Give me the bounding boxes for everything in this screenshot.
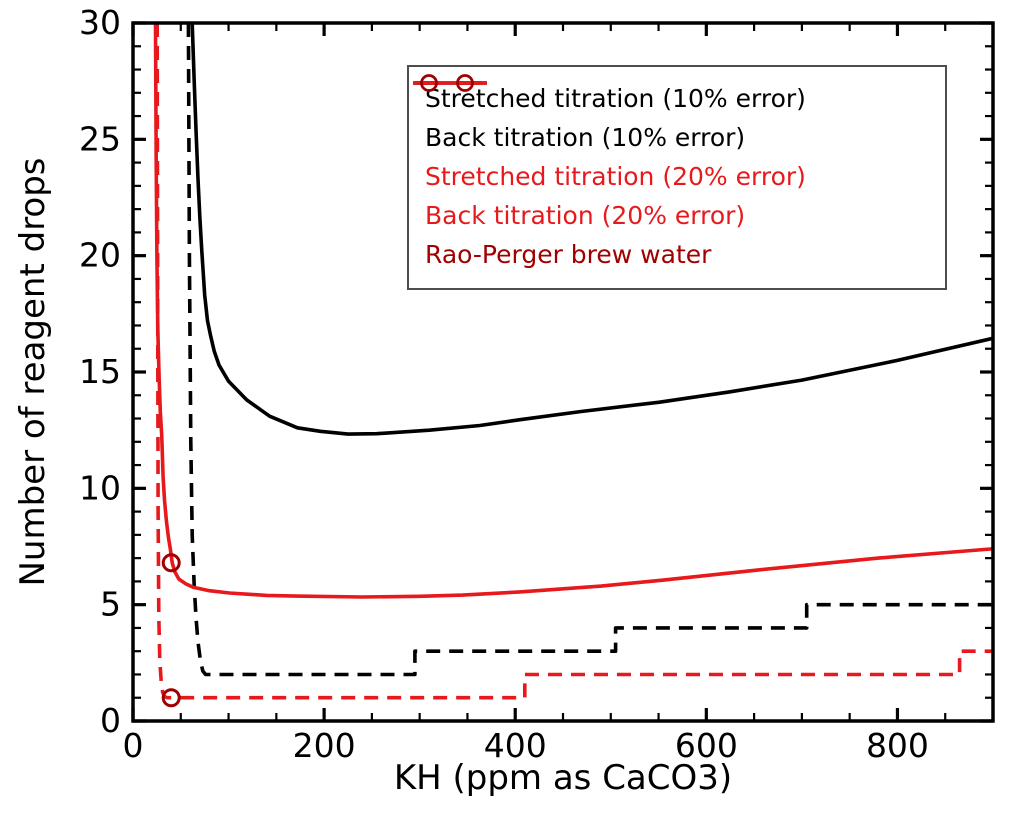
x-tick-label: 800 [866, 726, 929, 765]
legend: Stretched titration (10% error) Back titr… [407, 65, 947, 290]
legend-entry: Stretched titration (10% error) [413, 79, 945, 118]
legend-label: Back titration (10% error) [425, 123, 746, 152]
legend-entry: Rao-Perger brew water [420, 74, 945, 274]
legend-line-sample [415, 81, 481, 85]
x-tick-label: 400 [484, 726, 547, 765]
x-tick-label: 600 [675, 726, 738, 765]
legend-entry: Stretched titration (20% error) [413, 81, 945, 196]
open-circle-icon [456, 74, 474, 92]
legend-label: Stretched titration (20% error) [425, 162, 806, 191]
data-curves [153, 24, 992, 708]
legend-label: Back titration (20% error) [425, 201, 746, 230]
legend-label: Rao-Perger brew water [425, 240, 712, 269]
legend-marker-sample [420, 74, 474, 92]
legend-label: Stretched titration (10% error) [425, 84, 806, 113]
y-tick-label: 25 [79, 119, 121, 158]
y-tick-label: 30 [79, 3, 121, 42]
series-line-1 [186, 24, 992, 677]
tick-labels: 0 200 400 600 800 0 5 10 15 20 25 30 [79, 3, 929, 765]
y-tick-label: 10 [79, 468, 121, 507]
plot-border [131, 21, 995, 723]
x-tick-label: 0 [123, 726, 144, 765]
y-tick-label: 5 [100, 585, 121, 624]
data-point-marker [161, 553, 181, 573]
y-tick-label: 0 [100, 701, 121, 740]
open-circle-icon [420, 74, 438, 92]
y-axis-label: Number of reagent drops [13, 157, 53, 586]
x-axis-label: KH (ppm as CaCO3) [394, 758, 732, 798]
legend-entry: Back titration (10% error) [415, 81, 945, 157]
x-tick-label: 200 [293, 726, 356, 765]
legend-entry: Back titration (20% error) [415, 81, 945, 235]
series-line-0 [190, 24, 992, 436]
y-tick-label: 15 [79, 352, 121, 391]
y-tick-label: 20 [79, 236, 121, 275]
data-point-marker [161, 688, 181, 708]
series-line-2 [153, 24, 992, 599]
